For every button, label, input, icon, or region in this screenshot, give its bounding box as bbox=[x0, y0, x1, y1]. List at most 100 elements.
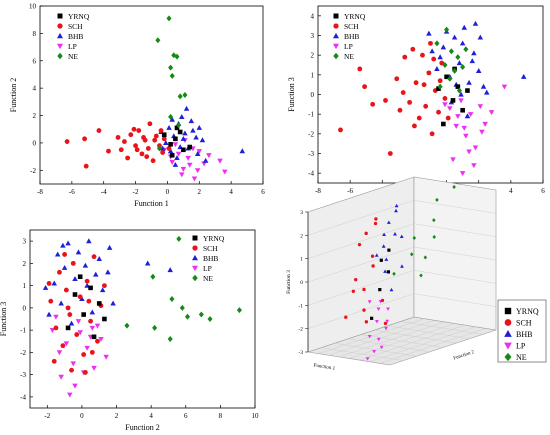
marker-lp bbox=[385, 319, 390, 324]
marker-lp bbox=[504, 342, 512, 350]
marker-lp bbox=[179, 172, 185, 178]
marker-lp bbox=[91, 365, 97, 371]
marker-sch bbox=[144, 154, 150, 160]
marker-bhb bbox=[169, 116, 175, 122]
marker-bhb bbox=[167, 267, 173, 273]
marker-yrnq bbox=[465, 88, 470, 93]
marker-bhb bbox=[384, 257, 389, 261]
marker-lp bbox=[367, 300, 372, 304]
marker-sch bbox=[387, 151, 393, 156]
y-tick-label: -2 bbox=[308, 130, 314, 138]
legend-entry-ne: NE bbox=[516, 353, 527, 362]
wall-grid bbox=[307, 246, 497, 283]
marker-lp bbox=[89, 325, 96, 331]
x-tick-label: -2 bbox=[133, 188, 139, 196]
marker-bhb bbox=[192, 254, 198, 261]
marker-sch bbox=[428, 40, 433, 46]
marker-bhb bbox=[86, 238, 92, 244]
marker-sch bbox=[354, 277, 358, 282]
marker-lp bbox=[103, 354, 109, 360]
marker-bhb bbox=[477, 34, 484, 40]
marker-sch bbox=[74, 332, 80, 337]
marker-yrnq bbox=[379, 258, 383, 262]
marker-sch bbox=[371, 264, 375, 268]
marker-ne bbox=[412, 235, 417, 241]
marker-lp bbox=[365, 357, 370, 361]
marker-ne bbox=[409, 252, 414, 257]
marker-sch bbox=[115, 135, 121, 140]
marker-bhb bbox=[163, 140, 169, 145]
y-tick-label: 2 bbox=[23, 260, 27, 268]
marker-ne bbox=[447, 75, 453, 82]
x-axis-label: Function 1 bbox=[313, 363, 336, 371]
marker-ne bbox=[174, 53, 180, 60]
marker-lp bbox=[459, 171, 466, 177]
marker-lp bbox=[98, 336, 104, 342]
y-tick-label: 2 bbox=[33, 112, 37, 120]
x-tick-label: 2 bbox=[115, 412, 119, 420]
marker-lp bbox=[206, 153, 212, 159]
x-tick-label: 0 bbox=[80, 412, 84, 420]
marker-sch bbox=[412, 123, 417, 129]
marker-sch bbox=[166, 145, 172, 151]
y-tick-label: 0 bbox=[23, 304, 27, 312]
x-tick-label: 10 bbox=[252, 412, 260, 420]
y-axis-label: Function 2 bbox=[9, 78, 18, 112]
marker-ne bbox=[176, 122, 182, 129]
marker-bhb bbox=[466, 79, 472, 85]
marker-sch bbox=[141, 135, 146, 140]
marker-lp bbox=[386, 307, 390, 311]
marker-sch bbox=[351, 289, 356, 293]
y-axis-label: Function 3 bbox=[0, 302, 8, 336]
y-tick-label: 6 bbox=[33, 57, 37, 65]
marker-lp bbox=[70, 361, 77, 367]
x-tick-label: -4 bbox=[101, 188, 107, 196]
x-tick-label: -8 bbox=[37, 188, 43, 196]
marker-ne bbox=[435, 197, 439, 203]
x-tick-label: 2 bbox=[198, 188, 202, 196]
marker-bhb bbox=[105, 269, 111, 275]
marker-sch bbox=[380, 298, 385, 303]
marker-sch bbox=[436, 109, 441, 115]
marker-lp bbox=[186, 162, 193, 168]
legend-entry-bhb: BHB bbox=[344, 32, 359, 41]
y-tick-label: 3 bbox=[311, 32, 315, 40]
marker-sch bbox=[91, 254, 97, 260]
marker-bhb bbox=[193, 134, 199, 140]
marker-bhb bbox=[196, 124, 203, 130]
marker-bhb bbox=[180, 135, 187, 141]
marker-bhb bbox=[183, 105, 190, 111]
marker-yrnq bbox=[91, 334, 97, 340]
marker-sch bbox=[128, 132, 134, 138]
marker-ne bbox=[432, 234, 436, 240]
x-tick-label: 4 bbox=[229, 188, 233, 196]
marker-bhb bbox=[46, 311, 52, 317]
marker-lp bbox=[58, 374, 64, 380]
plot-frame bbox=[29, 229, 256, 409]
marker-lp bbox=[57, 43, 63, 50]
marker-sch bbox=[338, 127, 343, 133]
marker-sch bbox=[333, 23, 339, 29]
y-tick-label: 8 bbox=[33, 30, 37, 38]
data-points bbox=[338, 20, 527, 177]
marker-sch bbox=[423, 103, 429, 109]
marker-sch bbox=[429, 131, 435, 137]
y-tick-label: -4 bbox=[20, 393, 26, 401]
marker-lp bbox=[458, 98, 464, 104]
marker-sch bbox=[439, 60, 445, 66]
marker-bhb bbox=[440, 44, 447, 50]
marker-sch bbox=[147, 121, 153, 127]
marker-lp bbox=[84, 345, 90, 351]
marker-lp bbox=[222, 169, 228, 175]
marker-sch bbox=[383, 97, 388, 103]
marker-lp bbox=[175, 151, 182, 157]
marker-sch bbox=[77, 294, 83, 300]
y-tick-label: 10 bbox=[29, 3, 37, 11]
marker-lp bbox=[482, 121, 488, 127]
marker-sch bbox=[394, 76, 400, 82]
z-axis-label: Function 3 bbox=[286, 270, 292, 294]
marker-sch bbox=[421, 82, 427, 88]
marker-yrnq bbox=[504, 307, 512, 315]
marker-ne bbox=[150, 273, 156, 280]
marker-sch bbox=[96, 128, 102, 134]
